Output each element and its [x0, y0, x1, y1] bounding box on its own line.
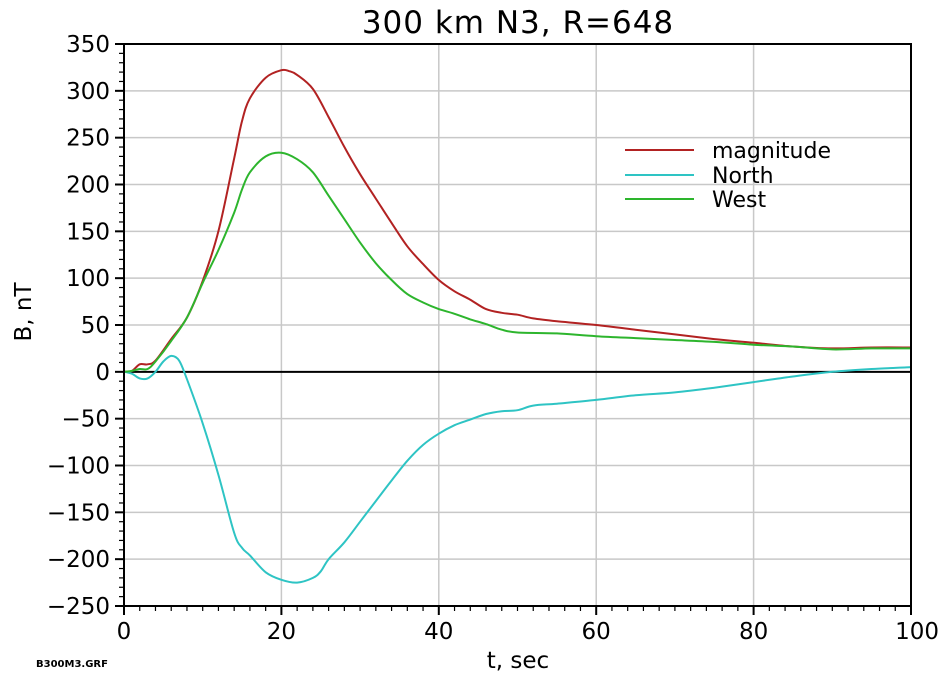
- series-line-west: [123, 151, 912, 373]
- x-tick-label: 80: [739, 619, 768, 645]
- y-tick-label: 0: [95, 360, 110, 386]
- y-tick-label: 200: [66, 173, 110, 199]
- x-tick-label: 0: [117, 619, 132, 645]
- x-tick-label: 20: [267, 619, 296, 645]
- y-tick-label: 100: [66, 266, 110, 292]
- y-tick-label: 300: [66, 79, 110, 105]
- file-label: B300M3.GRF: [36, 659, 108, 670]
- legend: magnitude North West: [625, 139, 831, 213]
- series-line-north: [123, 354, 912, 584]
- legend-label-west: West: [712, 188, 766, 213]
- y-tick-label: −200: [47, 547, 110, 573]
- chart-title: 300 km N3, R=648: [362, 5, 674, 41]
- y-ticks: −250 −200 −150 −100 −50 0 50 100 150 200 250 300 350: [47, 32, 124, 620]
- y-tick-label: 50: [81, 313, 110, 339]
- y-minor-ticks: [119, 52, 124, 598]
- x-tick-label: 40: [424, 619, 453, 645]
- series-line-magnitude: [123, 68, 912, 373]
- x-tick-label: 60: [582, 619, 611, 645]
- x-axis-label: t, sec: [487, 648, 549, 674]
- series-lines: [123, 68, 912, 584]
- x-ticks: 0 20 40 60 80 100: [117, 606, 939, 645]
- y-tick-label: 150: [66, 219, 110, 245]
- y-tick-label: 350: [66, 32, 110, 58]
- y-tick-label: −250: [47, 594, 110, 620]
- y-tick-label: −100: [47, 454, 110, 480]
- y-axis-label: B, nT: [11, 282, 37, 342]
- grid: [124, 44, 911, 606]
- y-tick-label: −50: [61, 407, 110, 433]
- legend-label-north: North: [712, 164, 774, 189]
- x-tick-label: 100: [895, 619, 939, 645]
- y-tick-label: 250: [66, 126, 110, 152]
- x-minor-ticks: [139, 606, 896, 611]
- legend-label-magnitude: magnitude: [712, 139, 831, 164]
- y-tick-label: −150: [47, 500, 110, 526]
